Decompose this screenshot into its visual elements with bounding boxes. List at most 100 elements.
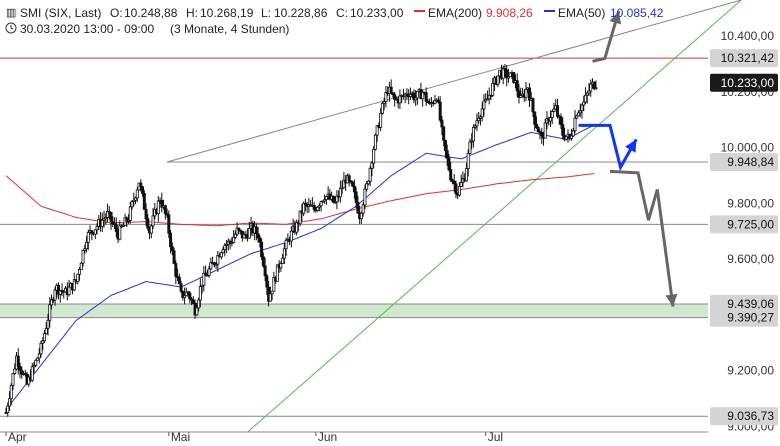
candle-body: [167, 214, 171, 234]
candle-body: [555, 105, 559, 117]
high-label: H:: [186, 6, 198, 20]
candle-body: [564, 136, 568, 140]
candle-body: [195, 307, 199, 316]
candle-body: [221, 249, 225, 254]
candle-body: [34, 359, 38, 366]
candle-body: [457, 185, 461, 196]
candle-body: [454, 183, 458, 195]
candle-body: [359, 212, 363, 220]
candle-body: [575, 115, 579, 119]
candle-body: [415, 90, 419, 99]
candle-body: [589, 83, 593, 92]
candle-body: [36, 357, 40, 361]
candle-body: [302, 202, 306, 214]
ema50-line: [5, 124, 595, 411]
candle-body: [319, 201, 323, 207]
candle-body: [342, 179, 346, 189]
candle-body: [414, 97, 418, 101]
candle-body: [445, 150, 449, 159]
candle-body: [58, 290, 62, 295]
candle-body: [384, 92, 388, 103]
candle-body: [20, 369, 24, 375]
candle-body: [114, 224, 118, 232]
candle-body: [552, 108, 556, 112]
x-tick-label: Mai: [171, 430, 190, 444]
candle-body: [237, 227, 241, 231]
candle-body: [412, 92, 416, 101]
candle-body: [440, 119, 444, 128]
candle-body: [559, 116, 563, 125]
bar-chart-icon[interactable]: ▥: [6, 7, 16, 19]
candle-body: [50, 299, 54, 306]
forecast-blue-arrowhead: [625, 139, 637, 153]
candle-body: [587, 90, 591, 94]
x-tick-label: Jun: [318, 430, 337, 444]
candle-body: [487, 94, 491, 100]
candle-body: [496, 75, 500, 85]
candle-body: [233, 233, 237, 238]
candle-body: [225, 243, 229, 246]
candle-body: [86, 231, 90, 243]
candle-body: [312, 204, 316, 210]
candle-body: [247, 227, 251, 239]
candle-body: [72, 279, 76, 291]
candle-body: [146, 218, 150, 229]
candle-body: [67, 286, 71, 296]
candle-body: [459, 181, 463, 187]
date-range: 30.03.2020 13:00 - 09:00: [20, 22, 154, 36]
candle-body: [569, 135, 573, 139]
candle-body: [543, 122, 547, 139]
candle-body: [139, 182, 143, 188]
candle-body: [464, 168, 468, 182]
candle-body: [515, 80, 519, 92]
candle-body: [135, 189, 139, 199]
price-tag-label-0: 10.321,42: [721, 51, 775, 65]
candle-body: [536, 127, 540, 133]
candle-body: [32, 364, 36, 368]
candle-body: [491, 82, 495, 96]
open-label: O:: [110, 6, 123, 20]
candle-body: [580, 104, 584, 112]
candle-body: [503, 68, 507, 71]
close-label: C:: [336, 6, 348, 20]
candle-body: [125, 217, 129, 222]
candle-body: [433, 99, 437, 104]
candle-body: [592, 81, 596, 90]
price-tag-1: [710, 73, 778, 92]
candle-body: [506, 76, 510, 79]
candle-body: [160, 199, 164, 208]
candle-body: [78, 269, 82, 275]
candle-body: [200, 284, 204, 287]
candle-body: [48, 304, 52, 321]
candle-body: [181, 290, 185, 298]
candle-body: [533, 111, 537, 125]
period-label: (3 Monate, 4 Stunden): [170, 22, 289, 36]
candle-body: [275, 264, 279, 282]
candle-body: [484, 99, 488, 102]
candle-body: [18, 366, 22, 371]
trendline-support: [247, 0, 742, 433]
candle-body: [260, 241, 264, 258]
candle-body: [480, 108, 484, 118]
candle-body: [151, 215, 155, 227]
candle-body: [548, 117, 552, 122]
candle-body: [375, 125, 379, 136]
trendline-resistance: [166, 0, 742, 163]
candle-body: [184, 291, 188, 297]
candle-body: [512, 72, 516, 83]
clock-hands-icon: [10, 25, 14, 30]
x-tick-label: Apr: [8, 430, 27, 444]
candle-body: [170, 246, 174, 252]
candle-body: [204, 272, 208, 276]
candle-body: [261, 256, 265, 267]
price-tag-0: [710, 49, 778, 68]
candle-body: [398, 95, 402, 104]
candle-body: [303, 202, 307, 205]
price-tag-3: [710, 215, 778, 234]
candle-body: [113, 223, 117, 226]
candle-body: [594, 87, 598, 90]
candle-body: [130, 201, 134, 208]
candle-body: [321, 200, 325, 203]
candle-body: [447, 157, 451, 170]
